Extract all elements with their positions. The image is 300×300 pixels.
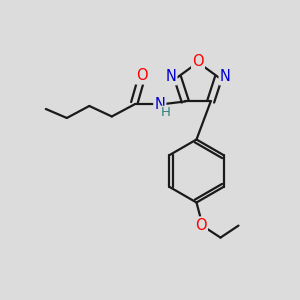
Text: O: O bbox=[195, 218, 207, 232]
Text: N: N bbox=[165, 69, 176, 84]
Text: N: N bbox=[220, 69, 231, 84]
Text: H: H bbox=[160, 106, 170, 119]
Text: O: O bbox=[192, 54, 204, 69]
Text: O: O bbox=[136, 68, 148, 83]
Text: N: N bbox=[154, 97, 165, 112]
